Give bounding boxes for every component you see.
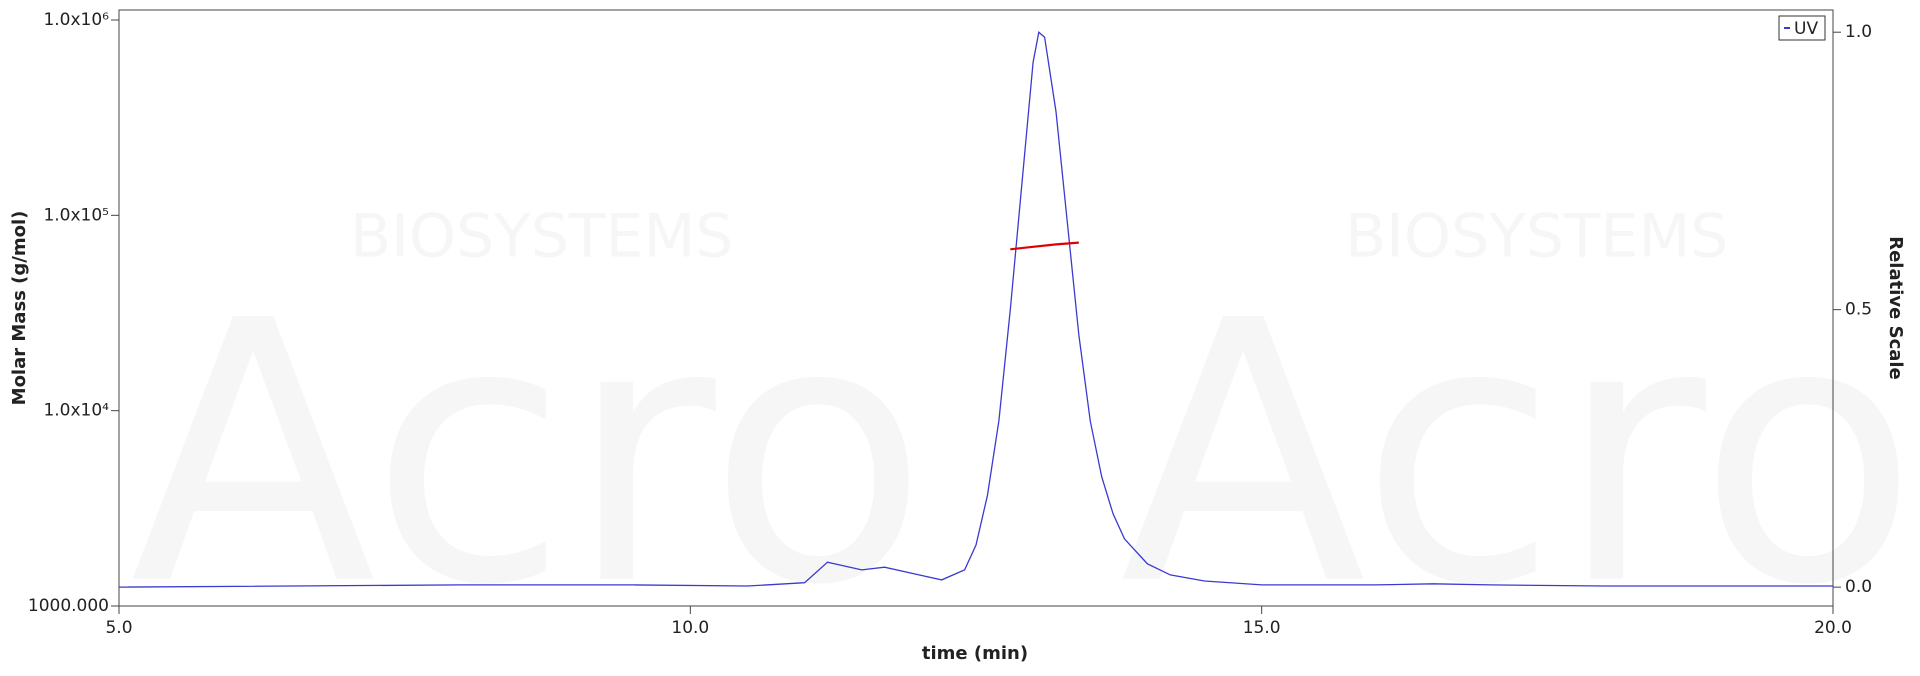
watermark: Acro [1120,244,1918,663]
y2-tick-label: 1.0 [1845,22,1872,42]
y-tick-label: 1.0x10⁵ [43,205,109,225]
y2-axis-title: Relative Scale [1885,236,1906,380]
watermark: Acro [130,244,928,663]
watermark: BIOSYSTEMS [1345,202,1728,272]
legend-label: UV [1794,19,1818,39]
y-tick-label: 1.0x10⁴ [43,401,109,421]
x-tick-label: 10.0 [671,618,709,638]
x-tick-label: 5.0 [105,618,132,638]
series-line [1010,241,1079,251]
y2-tick-label: 0.5 [1845,300,1872,320]
y-axis-title: Molar Mass (g/mol) [9,211,30,406]
x-tick-label: 20.0 [1814,618,1852,638]
y-tick-label: 1.0x10⁶ [43,10,109,30]
y-tick-label: 1000.000 [28,596,109,616]
plot-frame [118,9,1834,607]
watermark: BIOSYSTEMS [350,202,733,272]
x-axis-title: time (min) [922,643,1028,664]
x-tick-label: 15.0 [1243,618,1281,638]
series-line [118,30,1833,588]
y2-tick-label: 0.0 [1845,577,1872,597]
